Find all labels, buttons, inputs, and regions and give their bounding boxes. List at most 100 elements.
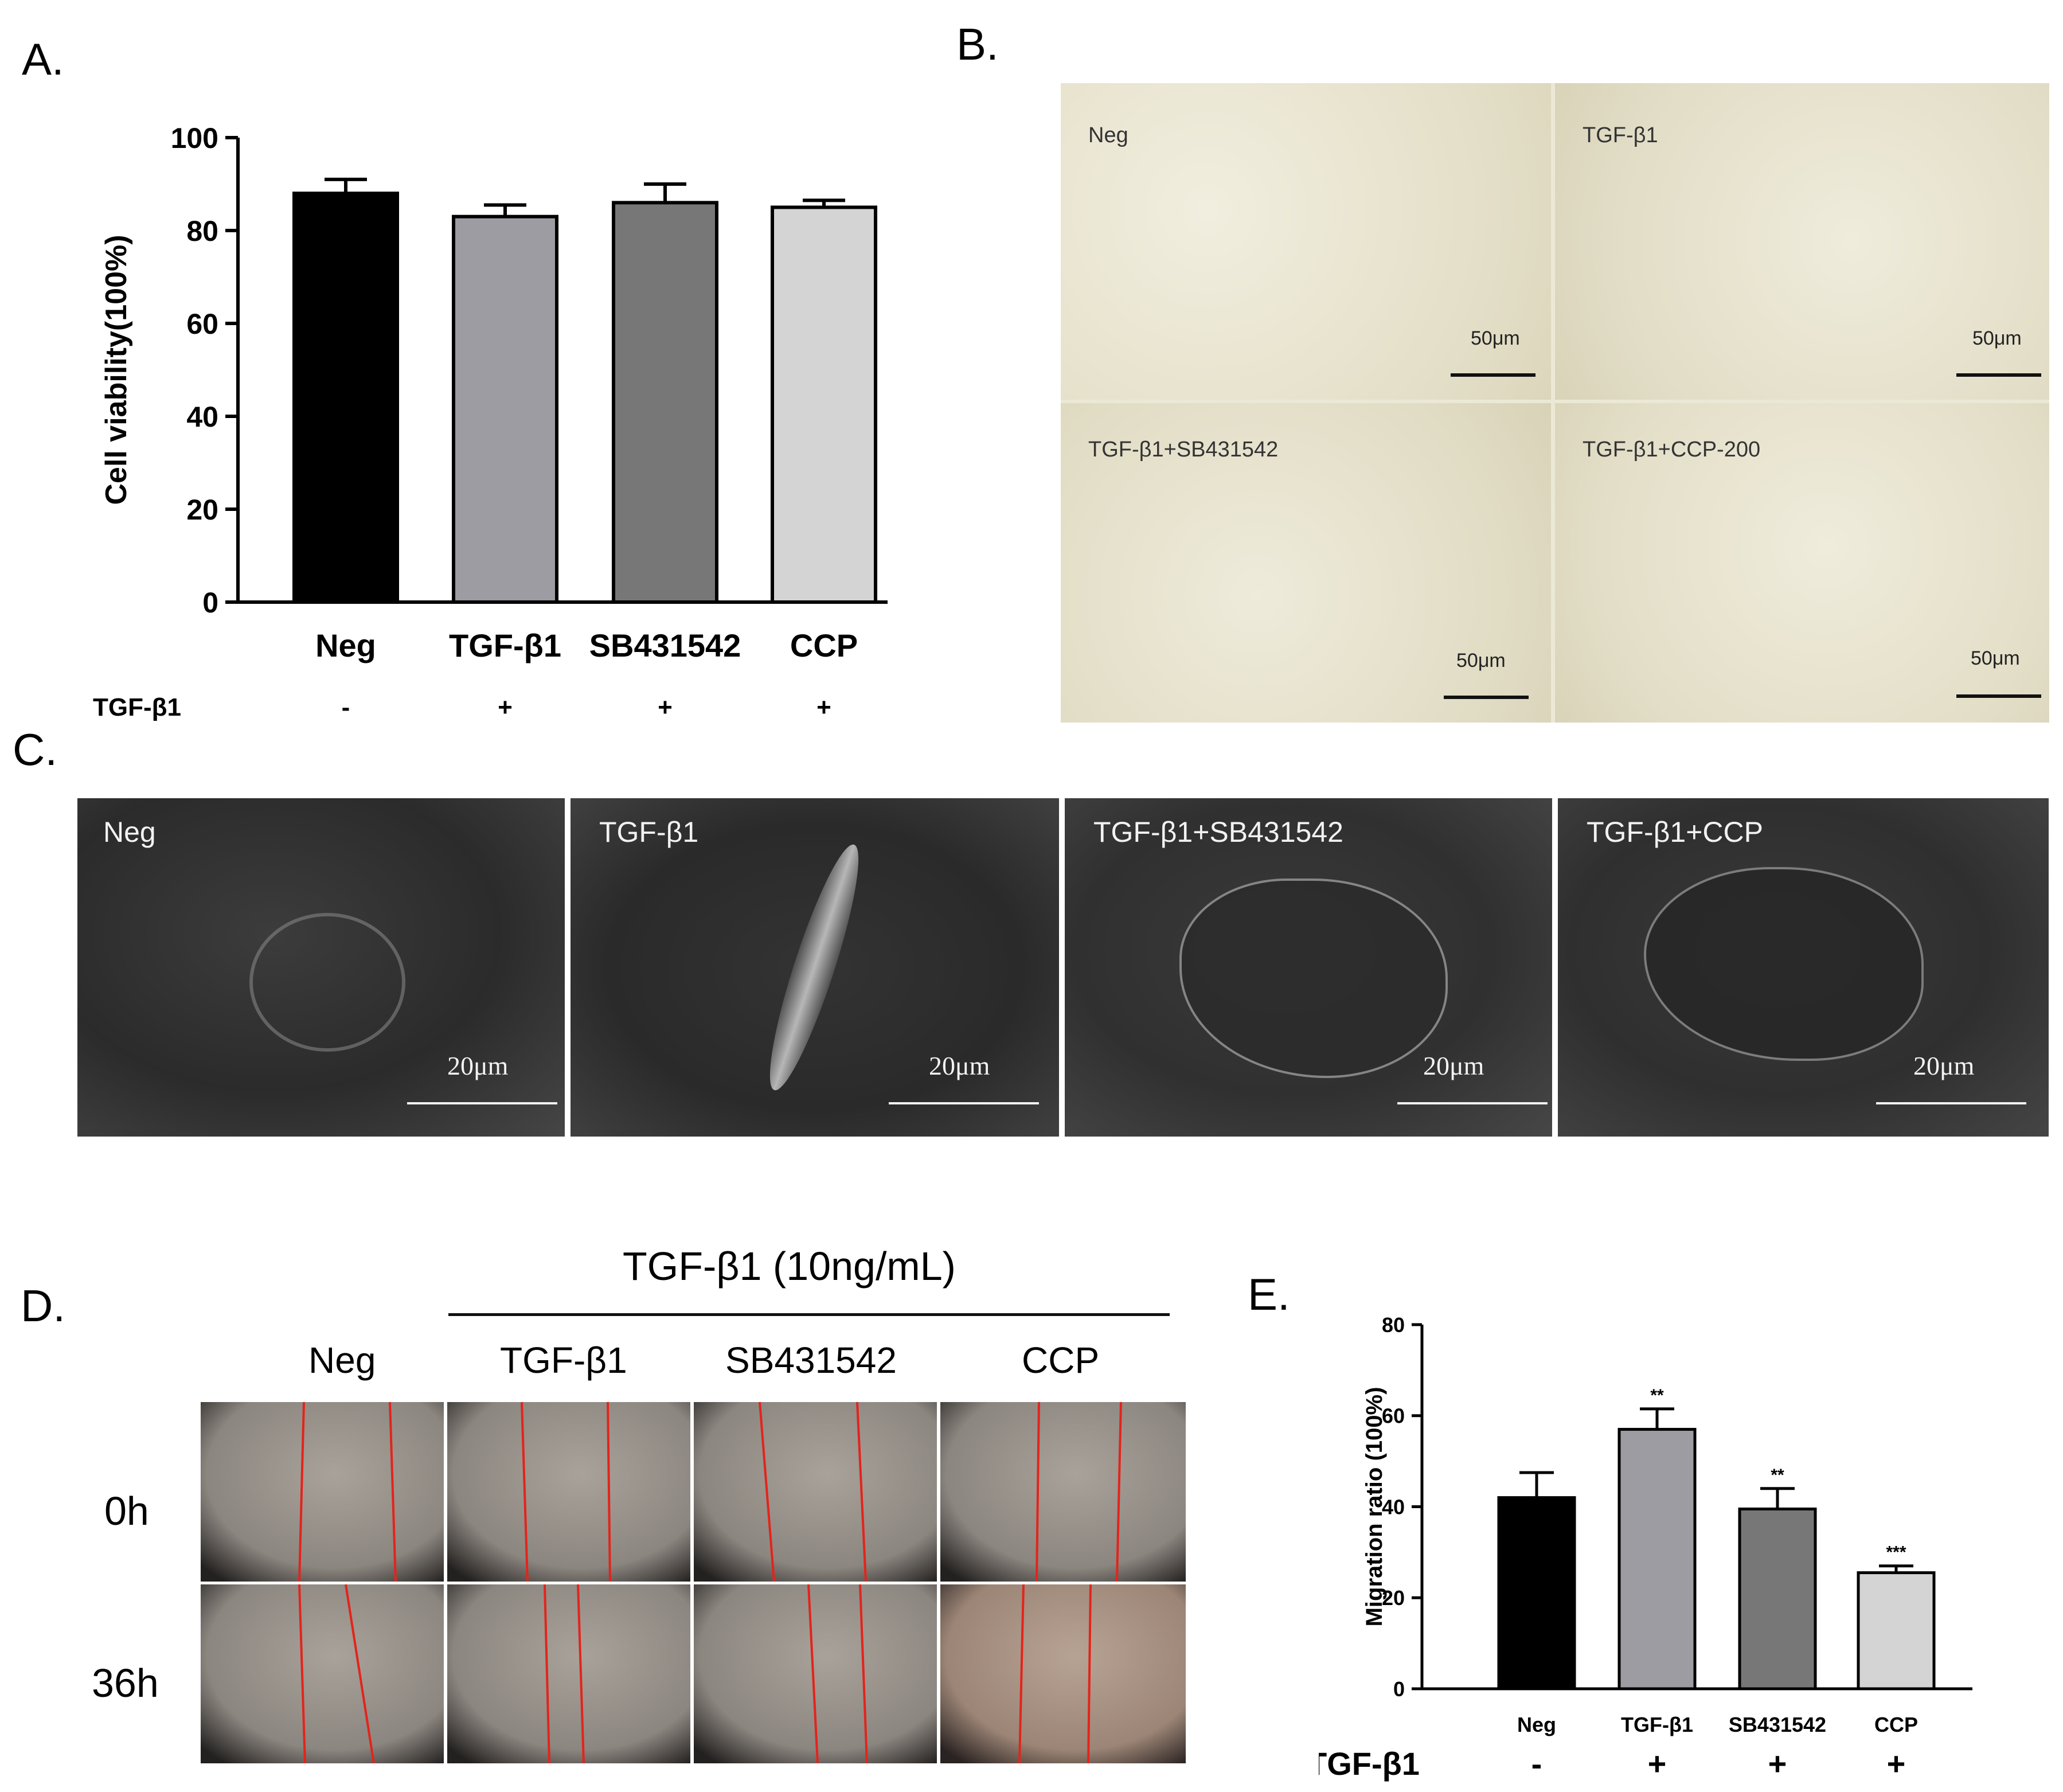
category-label: Neg bbox=[315, 627, 376, 663]
panel-b-label: TGF-β1+SB431542 bbox=[1088, 438, 1279, 462]
wound-image-0h-neg bbox=[201, 1402, 444, 1582]
cell-shape bbox=[249, 913, 405, 1052]
wound-edge-line bbox=[607, 1402, 611, 1582]
treatment-sign: + bbox=[1887, 1746, 1906, 1782]
wound-edge-line bbox=[759, 1402, 775, 1582]
panel-c-image-neg: Neg 20μm bbox=[77, 798, 565, 1137]
scale-bar-label: 50μm bbox=[1456, 650, 1506, 671]
panel-b-image-ccp: TGF-β1+CCP-200 50μm bbox=[1555, 403, 2049, 723]
category-label: TGF-β1 bbox=[449, 627, 561, 663]
y-tick-label: 20 bbox=[1382, 1586, 1405, 1610]
panel-letter-a: A. bbox=[22, 34, 64, 84]
panel-d-column-label: SB431542 bbox=[725, 1340, 897, 1381]
treatment-row-label: TGF-β1 bbox=[1319, 1746, 1420, 1782]
scale-bar-label: 20μm bbox=[447, 1051, 509, 1080]
y-axis-label: Cell viability(100%) bbox=[100, 235, 133, 505]
panel-letter-b: B. bbox=[956, 19, 999, 69]
bar bbox=[292, 192, 399, 604]
bar bbox=[771, 205, 877, 604]
treatment-sign: + bbox=[1648, 1746, 1667, 1782]
bar bbox=[612, 201, 718, 604]
panel-c-image-ccp: TGF-β1+CCP 20μm bbox=[1558, 798, 2049, 1137]
cell-shape bbox=[1179, 879, 1448, 1078]
panel-c-image-tgf: TGF-β1 20μm bbox=[571, 798, 1059, 1137]
cell-shape bbox=[755, 838, 873, 1096]
panel-b-image-neg: Neg 50μm bbox=[1061, 83, 1551, 400]
scale-bar bbox=[1444, 696, 1529, 699]
wound-edge-line bbox=[298, 1402, 305, 1582]
category-label: SB431542 bbox=[1729, 1713, 1826, 1736]
panel-b-label: Neg bbox=[1088, 123, 1128, 147]
scale-bar bbox=[1876, 1102, 2026, 1104]
treatment-row-label: TGF-β1 bbox=[93, 693, 181, 721]
category-label: TGF-β1 bbox=[1621, 1713, 1693, 1736]
wound-image-36h-neg bbox=[201, 1584, 444, 1763]
y-tick-label: 40 bbox=[1382, 1495, 1405, 1518]
y-tick-label: 100 bbox=[171, 122, 218, 154]
bar bbox=[1497, 1496, 1576, 1691]
wound-edge-line bbox=[1087, 1584, 1092, 1763]
wound-edge-line bbox=[1116, 1402, 1122, 1582]
y-tick-label: 20 bbox=[186, 494, 218, 526]
scale-bar-label: 20μm bbox=[929, 1051, 990, 1080]
category-label: Neg bbox=[1517, 1713, 1556, 1736]
panel-d-header-line bbox=[448, 1313, 1170, 1316]
y-tick-label: 40 bbox=[186, 401, 218, 433]
panel-d-header: TGF-β1 (10ng/mL) bbox=[623, 1244, 956, 1289]
y-tick-label: 80 bbox=[186, 215, 218, 247]
wound-image-36h-ccp bbox=[940, 1584, 1186, 1763]
wound-edge-line bbox=[577, 1584, 585, 1763]
y-axis-label: Migration ratio (100%) bbox=[1362, 1387, 1387, 1627]
panel-b-image-tgf: TGF-β1 50μm bbox=[1555, 83, 2049, 400]
wound-image-0h-sb bbox=[694, 1402, 937, 1582]
treatment-sign: - bbox=[342, 693, 350, 721]
treatment-sign: + bbox=[1768, 1746, 1787, 1782]
migration-ratio-chart: 0 20 40 60 80 Migration ratio (100%) Neg - TGF-β… bbox=[1319, 1313, 1972, 1782]
wound-edge-line bbox=[859, 1584, 868, 1763]
panel-c-image-sb: TGF-β1+SB431542 20μm bbox=[1065, 798, 1552, 1137]
category-label: CCP bbox=[1874, 1713, 1918, 1736]
bar bbox=[1617, 1428, 1697, 1691]
panel-c-label: TGF-β1 bbox=[599, 816, 699, 848]
wound-edge-line bbox=[1036, 1402, 1040, 1582]
wound-edge-line bbox=[1018, 1584, 1025, 1763]
category-label: SB431542 bbox=[589, 627, 741, 663]
panel-c-label: TGF-β1+SB431542 bbox=[1093, 816, 1343, 848]
wound-edge-line bbox=[298, 1584, 306, 1763]
panel-letter-e: E. bbox=[1248, 1269, 1290, 1319]
panel-d-row-label: 0h bbox=[104, 1489, 149, 1533]
scale-bar-label: 20μm bbox=[1423, 1051, 1484, 1080]
panel-b-grid: Neg 50μm TGF-β1 50μm TGF-β1+SB431542 50μ… bbox=[1061, 83, 2049, 723]
scale-bar bbox=[1451, 373, 1535, 377]
wound-edge-line bbox=[807, 1584, 819, 1763]
panel-b-label: TGF-β1 bbox=[1583, 123, 1658, 147]
cell-viability-chart: 0 20 40 60 80 100 Cell viability(100%) Neg - TGF-… bbox=[93, 122, 888, 721]
cell-shape bbox=[1644, 867, 1924, 1061]
panel-letter-d: D. bbox=[21, 1280, 65, 1331]
scale-bar-label: 50μm bbox=[1471, 327, 1520, 349]
scale-bar-label: 20μm bbox=[1913, 1051, 1975, 1080]
wound-image-36h-tgf bbox=[447, 1584, 690, 1763]
y-tick-label: 0 bbox=[1393, 1677, 1405, 1701]
panel-c-label: TGF-β1+CCP bbox=[1587, 816, 1763, 848]
treatment-sign: + bbox=[498, 693, 513, 721]
wound-edge-line bbox=[345, 1584, 375, 1763]
wound-edge-line bbox=[389, 1402, 397, 1582]
wound-image-0h-tgf bbox=[447, 1402, 690, 1582]
wound-edge-line bbox=[544, 1584, 550, 1763]
significance-marker: *** bbox=[1886, 1543, 1906, 1562]
treatment-sign: + bbox=[658, 693, 673, 721]
panel-letter-c: C. bbox=[13, 724, 57, 775]
wound-edge-line bbox=[521, 1402, 529, 1582]
treatment-sign: - bbox=[1531, 1746, 1542, 1782]
y-tick-label: 80 bbox=[1382, 1313, 1405, 1337]
panel-d-row-label: 36h bbox=[92, 1661, 159, 1705]
scale-bar bbox=[1397, 1102, 1548, 1104]
treatment-sign: + bbox=[816, 693, 831, 721]
scale-bar bbox=[1956, 373, 2041, 377]
scale-bar bbox=[889, 1102, 1039, 1104]
y-tick-label: 60 bbox=[1382, 1404, 1405, 1428]
bar bbox=[1857, 1571, 1936, 1691]
scale-bar bbox=[407, 1102, 557, 1104]
y-tick-label: 60 bbox=[186, 308, 218, 340]
